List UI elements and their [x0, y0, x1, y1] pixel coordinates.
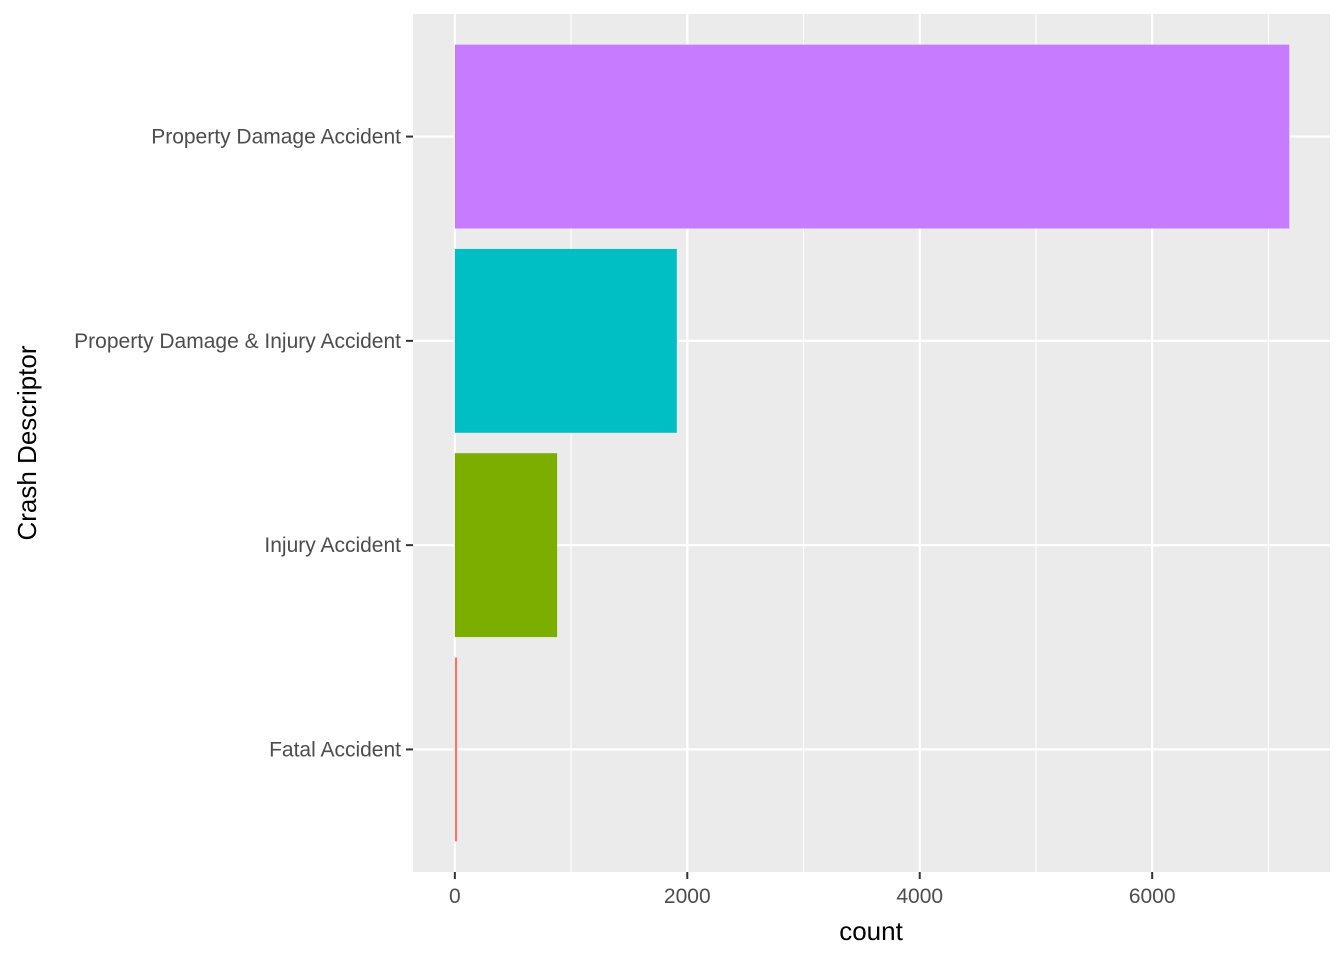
y-axis-title: Crash Descriptor	[12, 345, 42, 540]
x-axis: 0 2000 4000 6000	[449, 872, 1176, 908]
bar-property-damage-injury-accident	[454, 248, 677, 433]
y-tick-label: Injury Accident	[264, 534, 401, 557]
bar-injury-accident	[454, 453, 558, 638]
y-axis: Fatal Accident Injury Accident Property Da…	[74, 126, 413, 761]
bar-property-damage-accident	[454, 44, 1290, 229]
y-tick-label: Property Damage & Injury Accident	[74, 330, 401, 353]
y-tick-label: Property Damage Accident	[151, 126, 401, 149]
x-tick-label: 4000	[896, 885, 943, 908]
x-tick-label: 2000	[664, 885, 711, 908]
bar-fatal-accident	[454, 657, 458, 842]
bars	[454, 44, 1290, 842]
y-tick-label: Fatal Accident	[269, 738, 401, 761]
x-tick-label: 0	[449, 885, 461, 908]
x-tick-label: 6000	[1129, 885, 1176, 908]
x-axis-title: count	[839, 916, 903, 946]
